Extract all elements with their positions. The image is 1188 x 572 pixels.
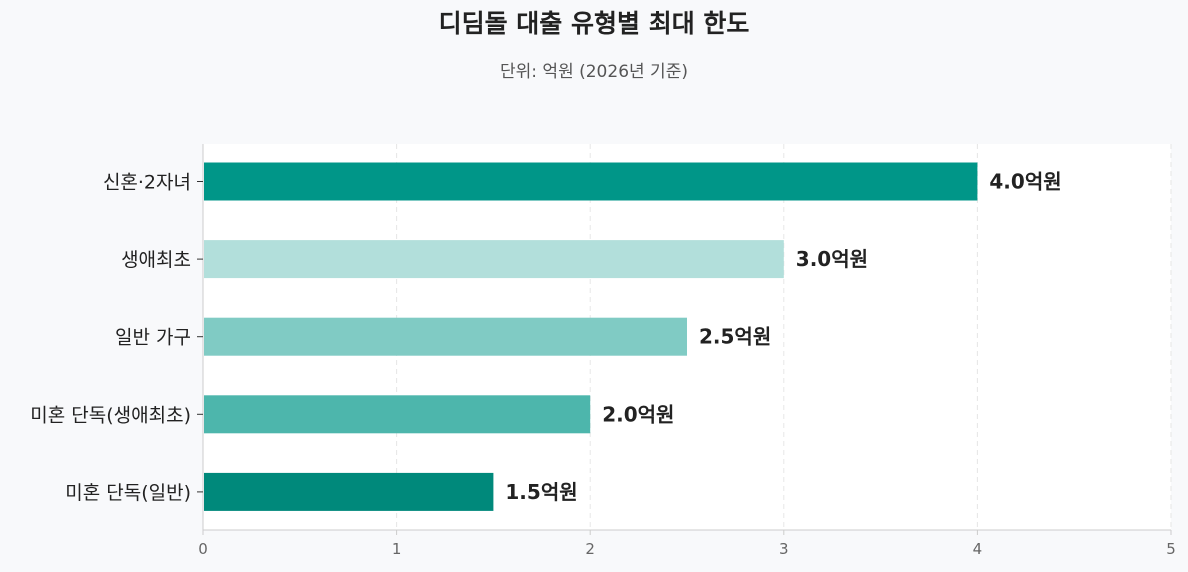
category-label: 생애최초 [121,249,191,271]
data-label: 3.0억원 [796,247,868,271]
x-tick-label: 2 [585,540,595,558]
bar [204,162,978,201]
category-label: 신혼·2자녀 [103,172,191,194]
x-tick-label: 5 [1166,540,1176,558]
bars: 4.0억원 3.0억원 2.5억원 2.0억원 1.5억원 [204,162,1062,511]
x-tick-label: 0 [198,540,208,558]
x-tick-label: 3 [779,540,789,558]
category-label: 미혼 단독(일반) [65,482,191,504]
category-label: 일반 가구 [115,327,191,349]
category-label: 미혼 단독(생애최초) [30,404,191,426]
data-label: 2.5억원 [699,325,771,349]
bar [204,240,784,279]
data-label: 2.0억원 [602,402,674,426]
chart-subtitle: 단위: 억원 (2026년 기준) [500,62,688,82]
bar [204,472,494,511]
x-tick-label: 4 [973,540,983,558]
chart-title: 디딤돌 대출 유형별 최대 한도 [439,9,750,38]
data-label: 4.0억원 [989,170,1061,194]
bar [204,317,687,356]
bar [204,395,591,434]
data-label: 1.5억원 [505,480,577,504]
x-tick-label: 1 [392,540,402,558]
